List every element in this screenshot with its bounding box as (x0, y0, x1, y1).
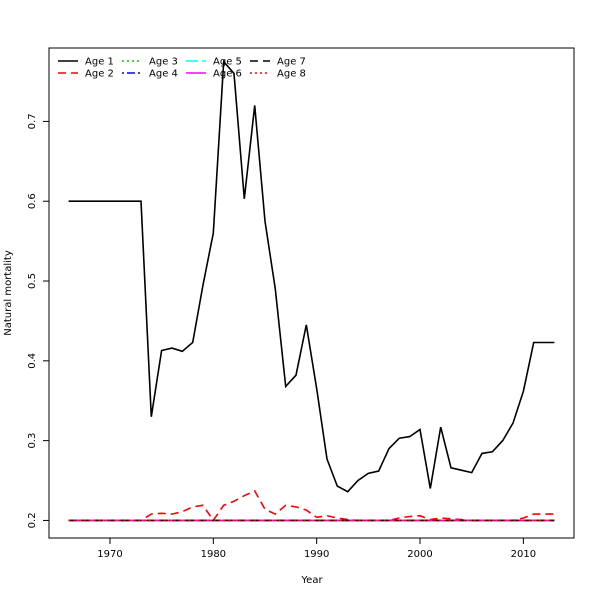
legend-label-age-5: Age 5 (213, 57, 242, 68)
y-tick-label: 0.2 (27, 512, 38, 528)
x-tick-label: 2000 (407, 549, 432, 560)
legend-label-age-8: Age 8 (277, 69, 306, 80)
y-tick-label: 0.5 (27, 273, 38, 289)
x-tick-label: 1970 (97, 549, 122, 560)
y-tick-label: 0.7 (27, 113, 38, 129)
y-tick-label: 0.4 (27, 353, 38, 369)
legend-label-age-1: Age 1 (85, 57, 114, 68)
series-layer (68, 59, 555, 522)
x-axis: 1970 1980 1990 2000 2010 (97, 538, 536, 560)
y-tick-label: 0.6 (27, 193, 38, 209)
y-axis: 0.2 0.3 0.4 0.5 0.6 0.7 (27, 113, 49, 528)
y-axis-title: Natural mortality (3, 250, 14, 336)
plot-frame (48, 47, 575, 539)
legend-label-age-6: Age 6 (213, 69, 242, 80)
legend-label-age-3: Age 3 (149, 57, 178, 68)
series-line-age-1 (68, 59, 555, 493)
legend-label-age-4: Age 4 (149, 69, 178, 80)
x-tick-label: 1990 (304, 549, 329, 560)
x-axis-title: Year (300, 575, 323, 586)
legend-label-age-7: Age 7 (277, 57, 306, 68)
legend-label-age-2: Age 2 (85, 69, 114, 80)
x-tick-label: 2010 (511, 549, 536, 560)
y-tick-label: 0.3 (27, 433, 38, 449)
x-tick-label: 1980 (201, 549, 226, 560)
